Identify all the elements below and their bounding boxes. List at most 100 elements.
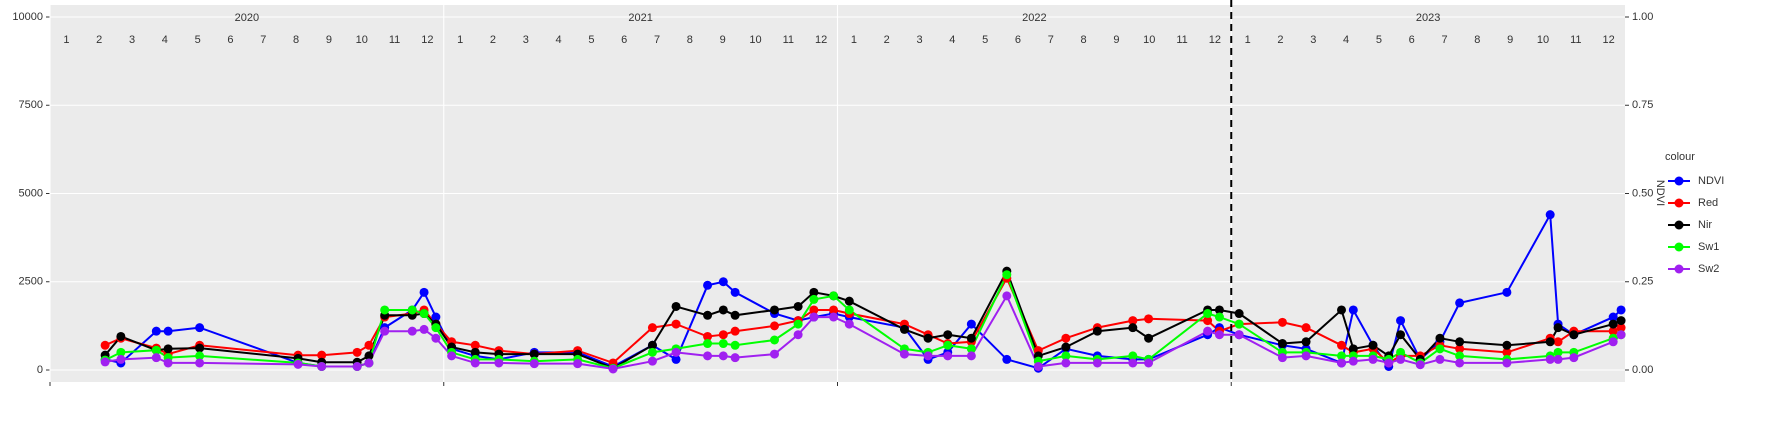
data-point xyxy=(1348,344,1358,354)
data-point xyxy=(899,324,909,334)
data-point xyxy=(1545,210,1555,220)
data-point xyxy=(1435,344,1445,354)
legend-label: NDVI xyxy=(1698,175,1724,187)
month-label: 7 xyxy=(260,34,266,46)
data-point xyxy=(1553,354,1563,364)
data-point xyxy=(494,358,504,368)
data-point xyxy=(1234,309,1244,319)
data-point xyxy=(1203,326,1213,336)
y-tick-label: 2500 xyxy=(19,276,43,288)
data-point xyxy=(1502,340,1512,350)
data-point xyxy=(1502,358,1512,368)
month-label: 12 xyxy=(815,34,827,46)
month-label: 10 xyxy=(749,34,761,46)
data-point xyxy=(195,343,205,353)
data-point xyxy=(703,351,713,361)
data-point xyxy=(1553,337,1563,347)
data-point xyxy=(317,350,327,360)
data-point xyxy=(529,349,539,359)
data-point xyxy=(1144,314,1154,324)
month-label: 5 xyxy=(588,34,594,46)
data-point xyxy=(829,312,839,322)
data-point xyxy=(1415,360,1425,370)
month-label: 9 xyxy=(326,34,332,46)
data-point xyxy=(718,339,728,349)
month-label: 8 xyxy=(1081,34,1087,46)
month-label: 4 xyxy=(949,34,955,46)
data-point xyxy=(1616,316,1626,326)
data-point xyxy=(844,305,854,315)
month-label: 12 xyxy=(1209,34,1221,46)
data-point xyxy=(718,277,728,287)
data-point xyxy=(1301,351,1311,361)
data-point xyxy=(100,340,110,350)
month-label: 8 xyxy=(293,34,299,46)
legend-marker xyxy=(1674,198,1684,208)
data-point xyxy=(529,359,539,369)
data-point xyxy=(151,353,161,363)
data-point xyxy=(364,351,374,361)
y-tick-label: 10000 xyxy=(12,11,43,23)
data-point xyxy=(844,296,854,306)
data-point xyxy=(151,326,161,336)
data-point xyxy=(317,361,327,371)
month-label: 2 xyxy=(1277,34,1283,46)
month-label: 8 xyxy=(687,34,693,46)
month-label: 9 xyxy=(1507,34,1513,46)
month-label: 11 xyxy=(1570,34,1581,46)
data-point xyxy=(419,287,429,297)
data-point xyxy=(1608,326,1618,336)
data-point xyxy=(770,349,779,359)
data-point xyxy=(380,326,390,336)
data-point xyxy=(1301,323,1311,333)
data-point xyxy=(718,351,728,361)
data-point xyxy=(447,351,457,361)
month-label: 7 xyxy=(1441,34,1447,46)
data-point xyxy=(364,340,374,350)
month-label: 7 xyxy=(1048,34,1054,46)
data-point xyxy=(1455,337,1465,347)
data-point xyxy=(1128,316,1138,326)
data-point xyxy=(1435,354,1445,364)
year-label: 2021 xyxy=(628,12,652,24)
data-point xyxy=(1337,340,1346,350)
month-label: 5 xyxy=(982,34,988,46)
data-point xyxy=(730,353,740,363)
data-point xyxy=(730,310,740,320)
data-point xyxy=(431,323,441,333)
month-label: 10 xyxy=(1537,34,1549,46)
data-point xyxy=(923,333,933,343)
data-point xyxy=(1203,316,1213,326)
data-point xyxy=(1502,287,1512,297)
data-point xyxy=(1002,354,1012,364)
data-point xyxy=(1396,330,1406,340)
data-point xyxy=(770,321,779,331)
data-point xyxy=(647,356,657,366)
month-label: 3 xyxy=(1310,34,1316,46)
data-point xyxy=(116,347,126,357)
data-point xyxy=(703,280,713,290)
month-label: 1 xyxy=(851,34,857,46)
year-label: 2023 xyxy=(1416,12,1440,24)
data-point xyxy=(116,331,126,341)
data-point xyxy=(1144,333,1154,343)
data-point xyxy=(293,359,303,369)
data-point xyxy=(1455,298,1465,308)
month-label: 11 xyxy=(783,34,794,46)
data-point xyxy=(1616,330,1626,340)
data-point xyxy=(1608,337,1618,347)
month-label: 2 xyxy=(96,34,102,46)
data-point xyxy=(470,340,480,350)
data-point xyxy=(923,351,933,361)
data-point xyxy=(1214,330,1224,340)
year-label: 2020 xyxy=(235,12,259,24)
month-label: 11 xyxy=(1176,34,1187,46)
data-point xyxy=(195,351,205,361)
month-label: 11 xyxy=(389,34,400,46)
data-point xyxy=(1608,312,1618,322)
data-point xyxy=(1128,323,1138,333)
data-point xyxy=(718,305,728,315)
data-point xyxy=(431,312,441,322)
legend-marker xyxy=(1674,176,1684,186)
data-point xyxy=(671,301,681,311)
